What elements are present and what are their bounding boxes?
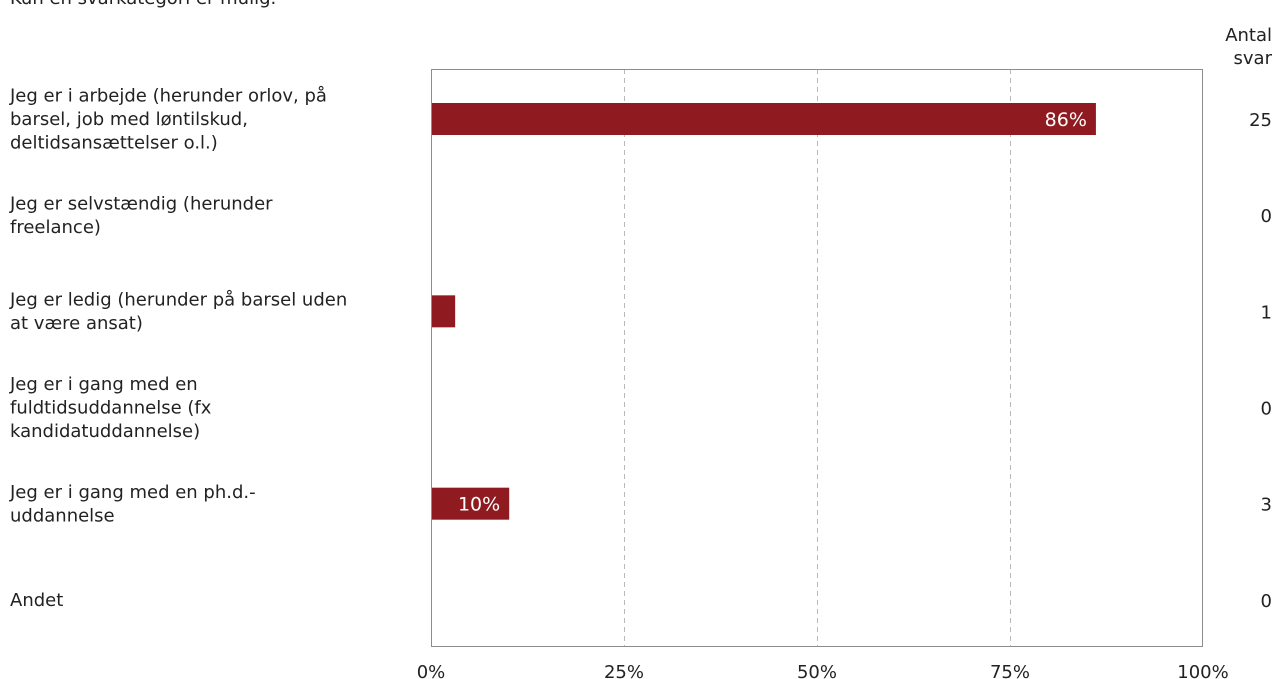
x-tick-label: 100% bbox=[1177, 662, 1228, 679]
bar bbox=[432, 103, 1096, 136]
count-value: 0 bbox=[1261, 206, 1272, 227]
count-value: 3 bbox=[1261, 495, 1272, 516]
bar bbox=[432, 487, 510, 520]
bar-value-labels: 86% 10% bbox=[458, 109, 1087, 516]
grid-lines bbox=[624, 69, 1011, 646]
category-label: Jeg er selvstændig (herunder freelance) bbox=[9, 193, 273, 238]
category-label: Jeg er ledig (herunder på barsel uden at … bbox=[9, 290, 347, 335]
count-value: 25 bbox=[1249, 110, 1272, 131]
category-label: Jeg er i gang med en fuldtidsuddannelse (… bbox=[9, 374, 212, 442]
count-value: 1 bbox=[1261, 302, 1272, 323]
count-header-line: Antal bbox=[1225, 25, 1272, 46]
x-tick-label: 25% bbox=[604, 662, 644, 679]
plot-area-frame bbox=[431, 69, 1203, 647]
count-value: 0 bbox=[1261, 591, 1272, 612]
count-header-line: svar bbox=[1234, 48, 1273, 69]
chart-subtitle: Kun én svarkategori er mulig. bbox=[10, 0, 276, 9]
x-tick-label: 75% bbox=[990, 662, 1030, 679]
count-values: 25 0 1 0 3 0 bbox=[1249, 110, 1272, 612]
count-value: 0 bbox=[1261, 399, 1272, 420]
bar bbox=[432, 295, 456, 328]
category-label: Jeg er i arbejde (herunder orlov, på bars… bbox=[9, 86, 327, 154]
category-label: Jeg er i gang med en ph.d.-uddannelse bbox=[9, 482, 256, 527]
category-labels: Jeg er i arbejde (herunder orlov, på bars… bbox=[9, 86, 347, 611]
category-label: Andet bbox=[10, 590, 63, 611]
bar-value-label: 10% bbox=[458, 494, 500, 516]
x-tick-label: 0% bbox=[417, 662, 446, 679]
bars bbox=[432, 103, 1096, 520]
bar-value-label: 86% bbox=[1045, 109, 1087, 131]
x-tick-label: 50% bbox=[797, 662, 837, 679]
x-axis-tick-labels: 0% 25% 50% 75% 100% bbox=[417, 662, 1229, 679]
